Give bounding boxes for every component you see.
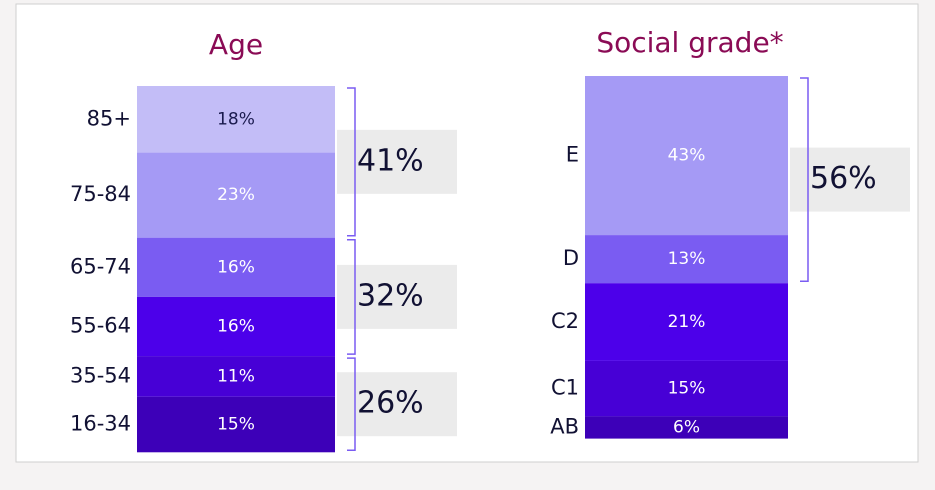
category-label: E <box>566 143 579 167</box>
bar-segment <box>137 356 335 397</box>
group-box <box>337 129 457 194</box>
value-label: 23% <box>217 185 255 205</box>
group-bracket <box>347 87 356 237</box>
category-label: 75-84 <box>70 182 131 206</box>
category-label: 85+ <box>87 106 131 130</box>
group-label: 32% <box>357 278 424 313</box>
category-label: 55-64 <box>70 314 131 338</box>
value-label: 16% <box>217 317 255 337</box>
group-box <box>337 264 457 329</box>
bar-segment <box>585 235 788 284</box>
value-label: 15% <box>668 379 706 399</box>
bar-segment <box>585 360 788 417</box>
group-bracket <box>347 238 356 355</box>
value-label: 6% <box>673 418 700 438</box>
category-label: 65-74 <box>70 254 131 278</box>
chart-title: Age <box>209 28 263 61</box>
group-bracket <box>347 357 356 452</box>
group-label: 56% <box>810 161 877 196</box>
value-label: 13% <box>668 249 706 269</box>
category-label: C1 <box>551 376 579 400</box>
value-label: 16% <box>217 257 255 277</box>
category-label: AB <box>550 415 579 439</box>
category-label: D <box>563 246 579 270</box>
bar-segment <box>137 237 335 297</box>
value-label: 15% <box>217 415 255 435</box>
bar-segment <box>137 86 335 153</box>
bar-segment <box>585 76 788 236</box>
value-label: 11% <box>217 366 255 386</box>
bar-segment <box>585 283 788 361</box>
group-label: 41% <box>357 143 424 178</box>
bar-segment <box>137 152 335 238</box>
bar-segment <box>137 396 335 453</box>
group-bracket <box>800 77 809 282</box>
category-label: C2 <box>551 309 579 333</box>
category-label: 35-54 <box>70 363 131 387</box>
value-label: 18% <box>217 109 255 129</box>
bar-segment <box>585 416 788 439</box>
group-box <box>790 147 910 212</box>
category-label: 16-34 <box>70 412 131 436</box>
bar-segment <box>137 296 335 357</box>
value-label: 21% <box>668 312 706 332</box>
group-label: 26% <box>357 386 424 421</box>
group-box <box>337 372 457 437</box>
value-label: 43% <box>668 146 706 166</box>
chart-title: Social grade* <box>596 26 783 59</box>
